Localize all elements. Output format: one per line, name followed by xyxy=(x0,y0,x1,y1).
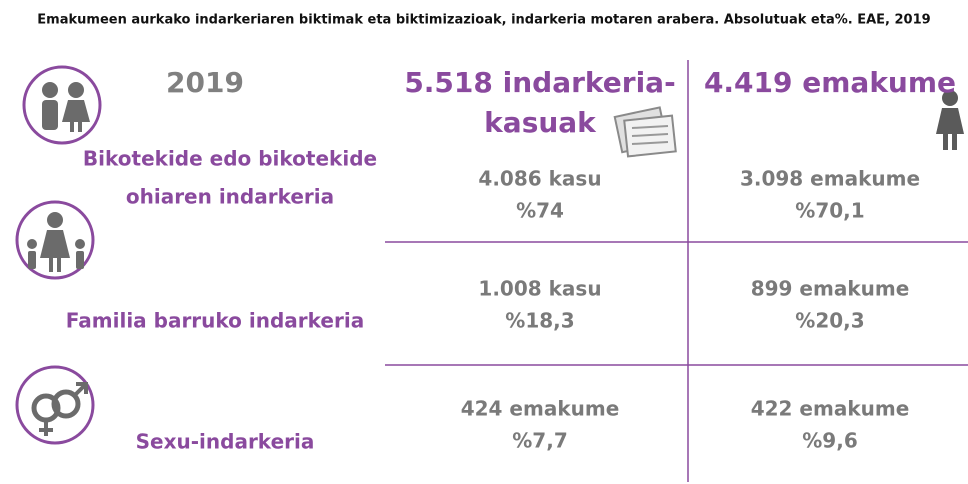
cell-text: %74 xyxy=(516,199,564,223)
title: Emakumeen aurkako indarkeriaren biktimak… xyxy=(37,13,930,28)
layout xyxy=(15,60,968,482)
cell-text: 4.086 kasu xyxy=(478,167,601,191)
row-label: Sexu-indarkeria xyxy=(136,430,315,454)
row-label: Bikotekide edo bikotekide xyxy=(83,147,377,171)
gender-icon xyxy=(15,365,95,445)
column-header: 5.518 indarkeria- xyxy=(404,66,675,99)
family-icon xyxy=(15,200,95,280)
woman-icon xyxy=(936,90,964,150)
row-label: Familia barruko indarkeria xyxy=(66,309,364,333)
cell-text: 422 emakume xyxy=(751,397,910,421)
newspaper-icon xyxy=(613,106,677,158)
year: 2019 xyxy=(166,66,244,99)
row-label: ohiaren indarkeria xyxy=(126,185,334,209)
cell-text: 899 emakume xyxy=(751,277,910,301)
cell-text: %18,3 xyxy=(505,309,574,333)
column-header: 4.419 emakume xyxy=(704,66,956,99)
cell-text: %20,3 xyxy=(795,309,864,333)
cell-text: 3.098 emakume xyxy=(740,167,920,191)
cell-text: 1.008 kasu xyxy=(478,277,601,301)
cell-text: %9,6 xyxy=(802,429,857,453)
cell-text: %70,1 xyxy=(795,199,864,223)
cell-text: %7,7 xyxy=(512,429,567,453)
couple-icon xyxy=(22,65,102,145)
cell-text: 424 emakume xyxy=(461,397,620,421)
column-header: kasuak xyxy=(484,106,597,139)
